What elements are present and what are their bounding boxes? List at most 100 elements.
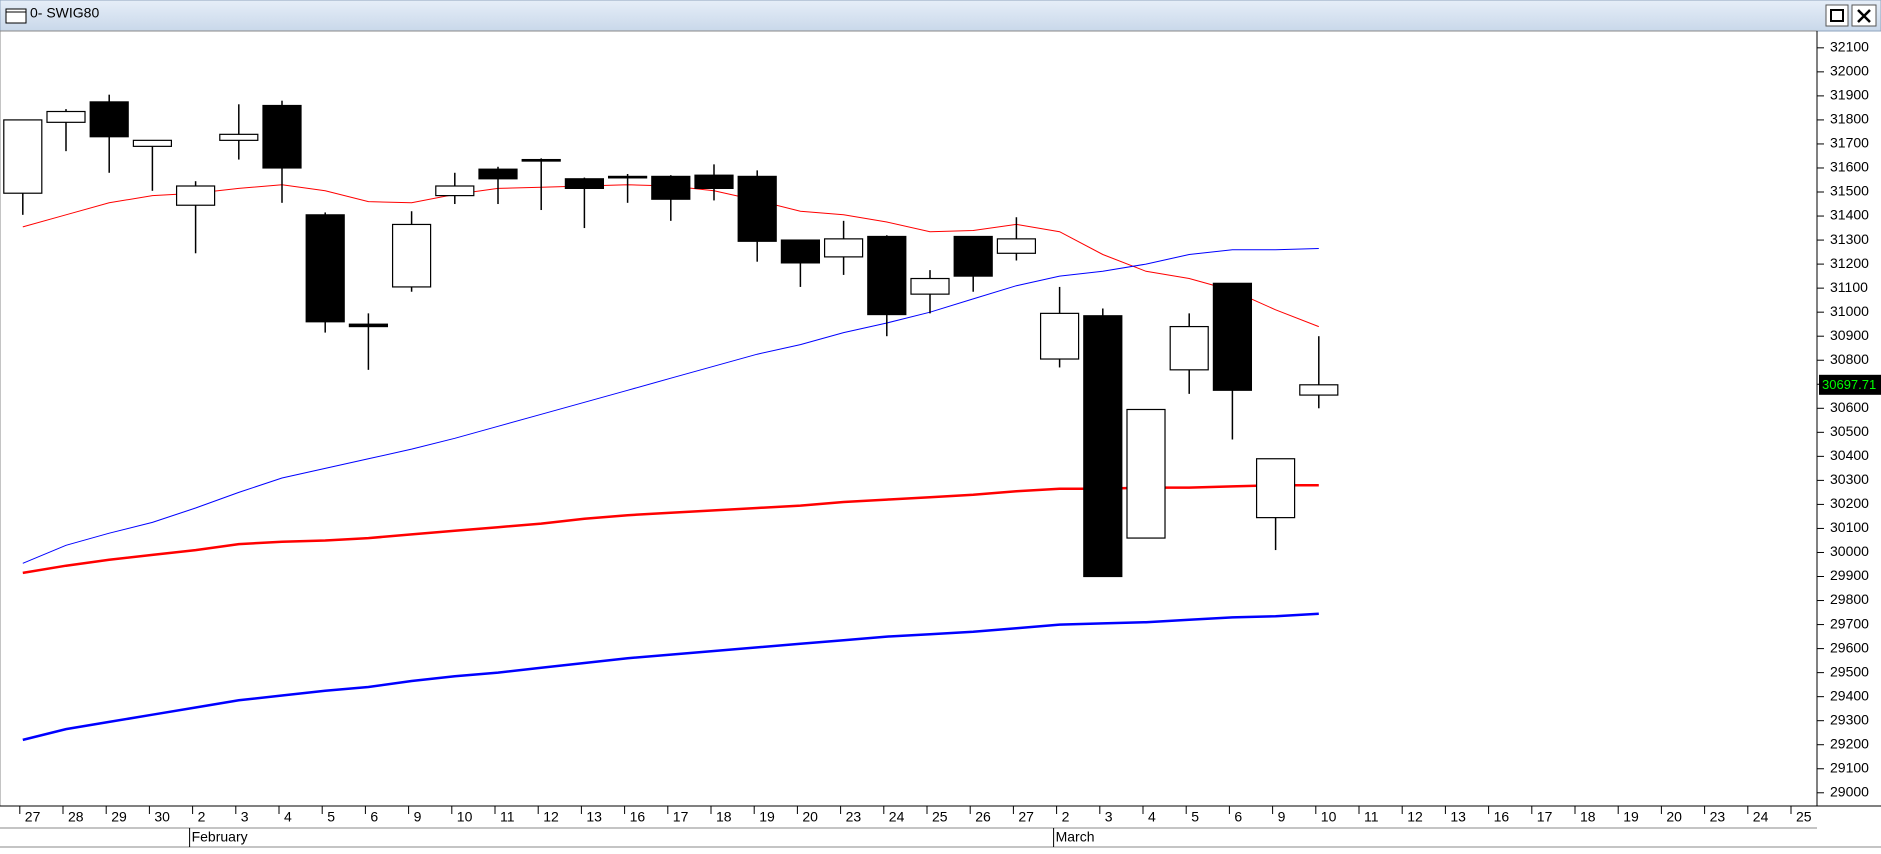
y-tick-label: 31800 [1830,111,1869,127]
x-tick-label: 13 [586,809,602,825]
candle-body [1299,384,1339,396]
y-tick-label: 29900 [1830,567,1869,583]
y-tick-label: 31900 [1830,87,1869,103]
x-tick-label: 28 [68,809,84,825]
x-tick-label: 2 [1062,809,1070,825]
y-tick-label: 31200 [1830,255,1869,271]
y-tick-label: 30300 [1830,471,1869,487]
candle-body [348,323,389,328]
candle-body [1083,315,1123,578]
x-tick-label: 4 [284,809,292,825]
window-title: 0- SWIG80 [30,5,99,21]
candle-body [219,133,259,141]
y-tick-label: 32100 [1830,39,1869,55]
candle-body [607,175,648,179]
x-tick-label: 9 [1278,809,1286,825]
x-tick-label: 11 [500,809,515,825]
moving-average-line [22,248,1319,564]
candle-body [953,235,993,277]
x-tick-label: 26 [975,809,991,825]
plot-area [0,30,1818,807]
candle-body [694,174,734,190]
window-icon [5,8,27,24]
maximize-button[interactable] [1825,4,1849,27]
last-price-label: 30697.71 [1822,377,1876,392]
x-tick-label: 10 [1321,809,1337,825]
x-tick-label: 18 [716,809,732,825]
x-tick-label: 9 [414,809,422,825]
y-tick-label: 29700 [1830,615,1869,631]
y-tick-label: 31000 [1830,303,1869,319]
y-tick-label: 30200 [1830,495,1869,511]
x-tick-label: 20 [1666,809,1682,825]
y-tick-label: 30800 [1830,351,1869,367]
x-tick-label: 30 [154,809,170,825]
y-tick-label: 31100 [1830,279,1868,295]
candle-body [780,239,821,264]
x-tick-label: 13 [1450,809,1466,825]
x-tick-label: 27 [25,809,41,825]
y-tick-label: 29000 [1830,783,1869,799]
y-tick-label: 29500 [1830,663,1869,679]
moving-average-line [22,612,1319,742]
x-tick-label: 5 [327,809,335,825]
candle-body [910,277,950,295]
x-tick-label: 23 [1710,809,1726,825]
candle-body [1255,458,1296,519]
candle-body [435,185,475,197]
y-tick-label: 30900 [1830,327,1869,343]
candle-body [737,175,777,242]
maximize-icon [1830,9,1844,22]
x-tick-label: 11 [1364,809,1379,825]
x-tick-label: 19 [1623,809,1639,825]
x-tick-label: 24 [889,809,905,825]
x-tick-label: 4 [1148,809,1156,825]
x-tick-label: 29 [111,809,127,825]
close-icon [1857,9,1871,23]
y-tick-label: 31500 [1830,183,1869,199]
x-tick-label: 17 [1537,809,1553,825]
candle-body [996,238,1037,254]
candle-body [1212,282,1253,391]
y-tick-label: 29200 [1830,735,1869,751]
candle-body [564,178,605,190]
month-label: March [1056,829,1095,845]
x-tick-label: 25 [932,809,948,825]
y-tick-label: 30500 [1830,423,1869,439]
candle-body [651,175,691,200]
candle-body [89,101,129,138]
x-tick-label: 3 [241,809,249,825]
x-tick-label: 17 [673,809,689,825]
x-tick-label: 25 [1796,809,1812,825]
y-tick-label: 29300 [1830,711,1869,727]
x-tick-label: 16 [630,809,646,825]
candle-body [1169,325,1209,371]
y-tick-label: 29400 [1830,687,1869,703]
month-label: February [192,829,248,845]
candle-body [1039,312,1080,360]
y-tick-label: 31600 [1830,159,1869,175]
x-tick-label: 27 [1018,809,1034,825]
y-tick-label: 30100 [1830,519,1869,535]
candle-body [1126,408,1166,539]
candle-body [305,214,345,323]
candle-body [391,223,432,288]
y-tick-label: 29100 [1830,759,1869,775]
x-tick-label: 2 [198,809,206,825]
title-bar [0,0,1881,32]
x-tick-label: 5 [1191,809,1199,825]
x-tick-label: 3 [1105,809,1113,825]
x-tick-label: 16 [1494,809,1510,825]
x-tick-label: 19 [759,809,775,825]
y-tick-label: 32000 [1830,63,1869,79]
candle-body [46,110,86,123]
x-tick-label: 18 [1580,809,1596,825]
x-tick-label: 23 [846,809,862,825]
candle-body [867,235,907,316]
x-tick-label: 12 [1407,809,1423,825]
y-tick-label: 31300 [1830,231,1869,247]
y-tick-label: 29600 [1830,639,1869,655]
x-tick-label: 20 [802,809,818,825]
candle-body [521,158,561,162]
